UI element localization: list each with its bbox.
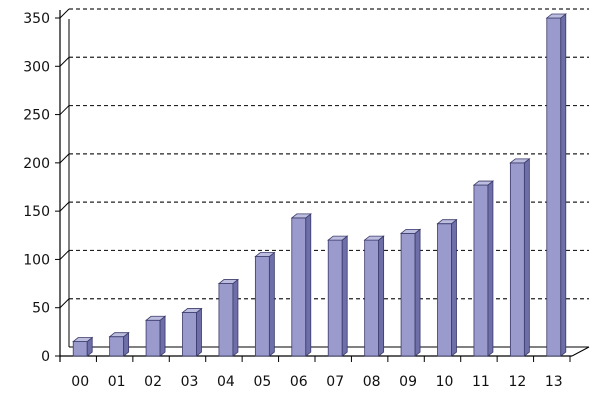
bar-front bbox=[72, 341, 88, 357]
bar bbox=[363, 235, 385, 357]
bar-side bbox=[560, 13, 567, 357]
bar-front bbox=[218, 283, 234, 357]
bar bbox=[436, 218, 458, 357]
bar-side bbox=[378, 235, 385, 357]
bar bbox=[144, 315, 167, 357]
bar-front bbox=[145, 319, 161, 357]
axis-layer bbox=[55, 10, 590, 362]
y-tick-label: 200 bbox=[23, 156, 50, 172]
bar-side bbox=[305, 213, 312, 357]
bar-front bbox=[546, 17, 562, 357]
bar-top bbox=[363, 235, 385, 241]
y-tick-label: 350 bbox=[23, 11, 50, 27]
bar-front bbox=[327, 239, 343, 357]
bar-layer bbox=[72, 13, 567, 357]
bar-side bbox=[232, 278, 239, 357]
bar bbox=[72, 336, 94, 357]
bar-top bbox=[181, 308, 203, 313]
bar-front bbox=[182, 312, 197, 357]
bar-front bbox=[400, 232, 416, 357]
y-tick-label: 0 bbox=[41, 349, 50, 365]
bar-side bbox=[159, 315, 166, 357]
y-tick-label: 150 bbox=[23, 204, 50, 220]
bar-top bbox=[436, 219, 458, 225]
bar-top bbox=[545, 13, 567, 19]
bar bbox=[181, 307, 203, 357]
gridline-depth-tick bbox=[59, 56, 70, 67]
bar-side bbox=[196, 307, 202, 357]
x-tick-label: 09 bbox=[399, 374, 417, 390]
gridline-depth-tick bbox=[59, 153, 70, 164]
bar-side bbox=[414, 228, 421, 357]
x-tick-label: 07 bbox=[326, 374, 344, 390]
gridline-depth-tick bbox=[59, 298, 70, 309]
bar-front bbox=[364, 239, 380, 357]
x-tick-label: 02 bbox=[144, 374, 162, 390]
floor-right-edge bbox=[571, 346, 590, 357]
bar bbox=[509, 158, 531, 357]
bar bbox=[108, 331, 130, 357]
x-tick-label: 13 bbox=[545, 374, 563, 390]
bar-top bbox=[327, 235, 349, 241]
x-tick-label: 04 bbox=[217, 374, 235, 390]
bar-top bbox=[290, 213, 312, 219]
bar bbox=[217, 278, 240, 357]
bar bbox=[290, 213, 312, 357]
bar-top bbox=[472, 180, 495, 186]
bar bbox=[399, 228, 422, 357]
bar-top bbox=[399, 228, 422, 234]
bar-front bbox=[437, 223, 452, 357]
x-tick-label: 12 bbox=[508, 374, 526, 390]
bar-top bbox=[217, 279, 240, 284]
x-tick-label: 11 bbox=[472, 374, 490, 390]
bar-top bbox=[108, 332, 130, 338]
label-layer: 0 50 100 150 200 250 300 350 00 01 02 03 04 05 06 07 08 0… bbox=[23, 11, 562, 390]
gridline-depth-tick bbox=[59, 250, 70, 260]
y-tick-label: 300 bbox=[23, 59, 50, 75]
bar-side bbox=[451, 218, 457, 357]
y-tick-label: 50 bbox=[32, 301, 50, 317]
bar-top bbox=[509, 158, 531, 164]
x-tick-label: 03 bbox=[181, 374, 199, 390]
x-tick-label: 00 bbox=[71, 374, 89, 390]
gridline-depth-tick bbox=[59, 8, 70, 19]
bar-top bbox=[72, 337, 94, 342]
bar-front bbox=[509, 162, 525, 357]
x-tick-label: 05 bbox=[253, 374, 271, 390]
bar-top bbox=[254, 252, 276, 257]
bar-side bbox=[487, 180, 494, 357]
bar-top bbox=[144, 315, 167, 321]
bar bbox=[327, 235, 349, 357]
bar-side bbox=[268, 251, 275, 357]
bar-front bbox=[254, 256, 270, 357]
bar bbox=[472, 180, 495, 357]
x-tick-label: 01 bbox=[108, 374, 126, 390]
x-tick-label: 10 bbox=[436, 374, 454, 390]
y-tick-label: 250 bbox=[23, 108, 50, 124]
gridline-depth-tick bbox=[59, 201, 70, 212]
bar-side bbox=[523, 158, 530, 357]
bar-front bbox=[473, 184, 489, 357]
bar-front bbox=[291, 217, 307, 357]
bar-front bbox=[109, 336, 125, 357]
grid-layer bbox=[59, 8, 589, 309]
bar bbox=[254, 251, 276, 357]
bar bbox=[545, 13, 567, 357]
gridline-depth-tick bbox=[59, 105, 70, 115]
x-tick-label: 06 bbox=[290, 374, 308, 390]
x-tick-label: 08 bbox=[363, 374, 381, 390]
bar-side bbox=[341, 235, 348, 357]
y-tick-label: 100 bbox=[23, 252, 50, 268]
